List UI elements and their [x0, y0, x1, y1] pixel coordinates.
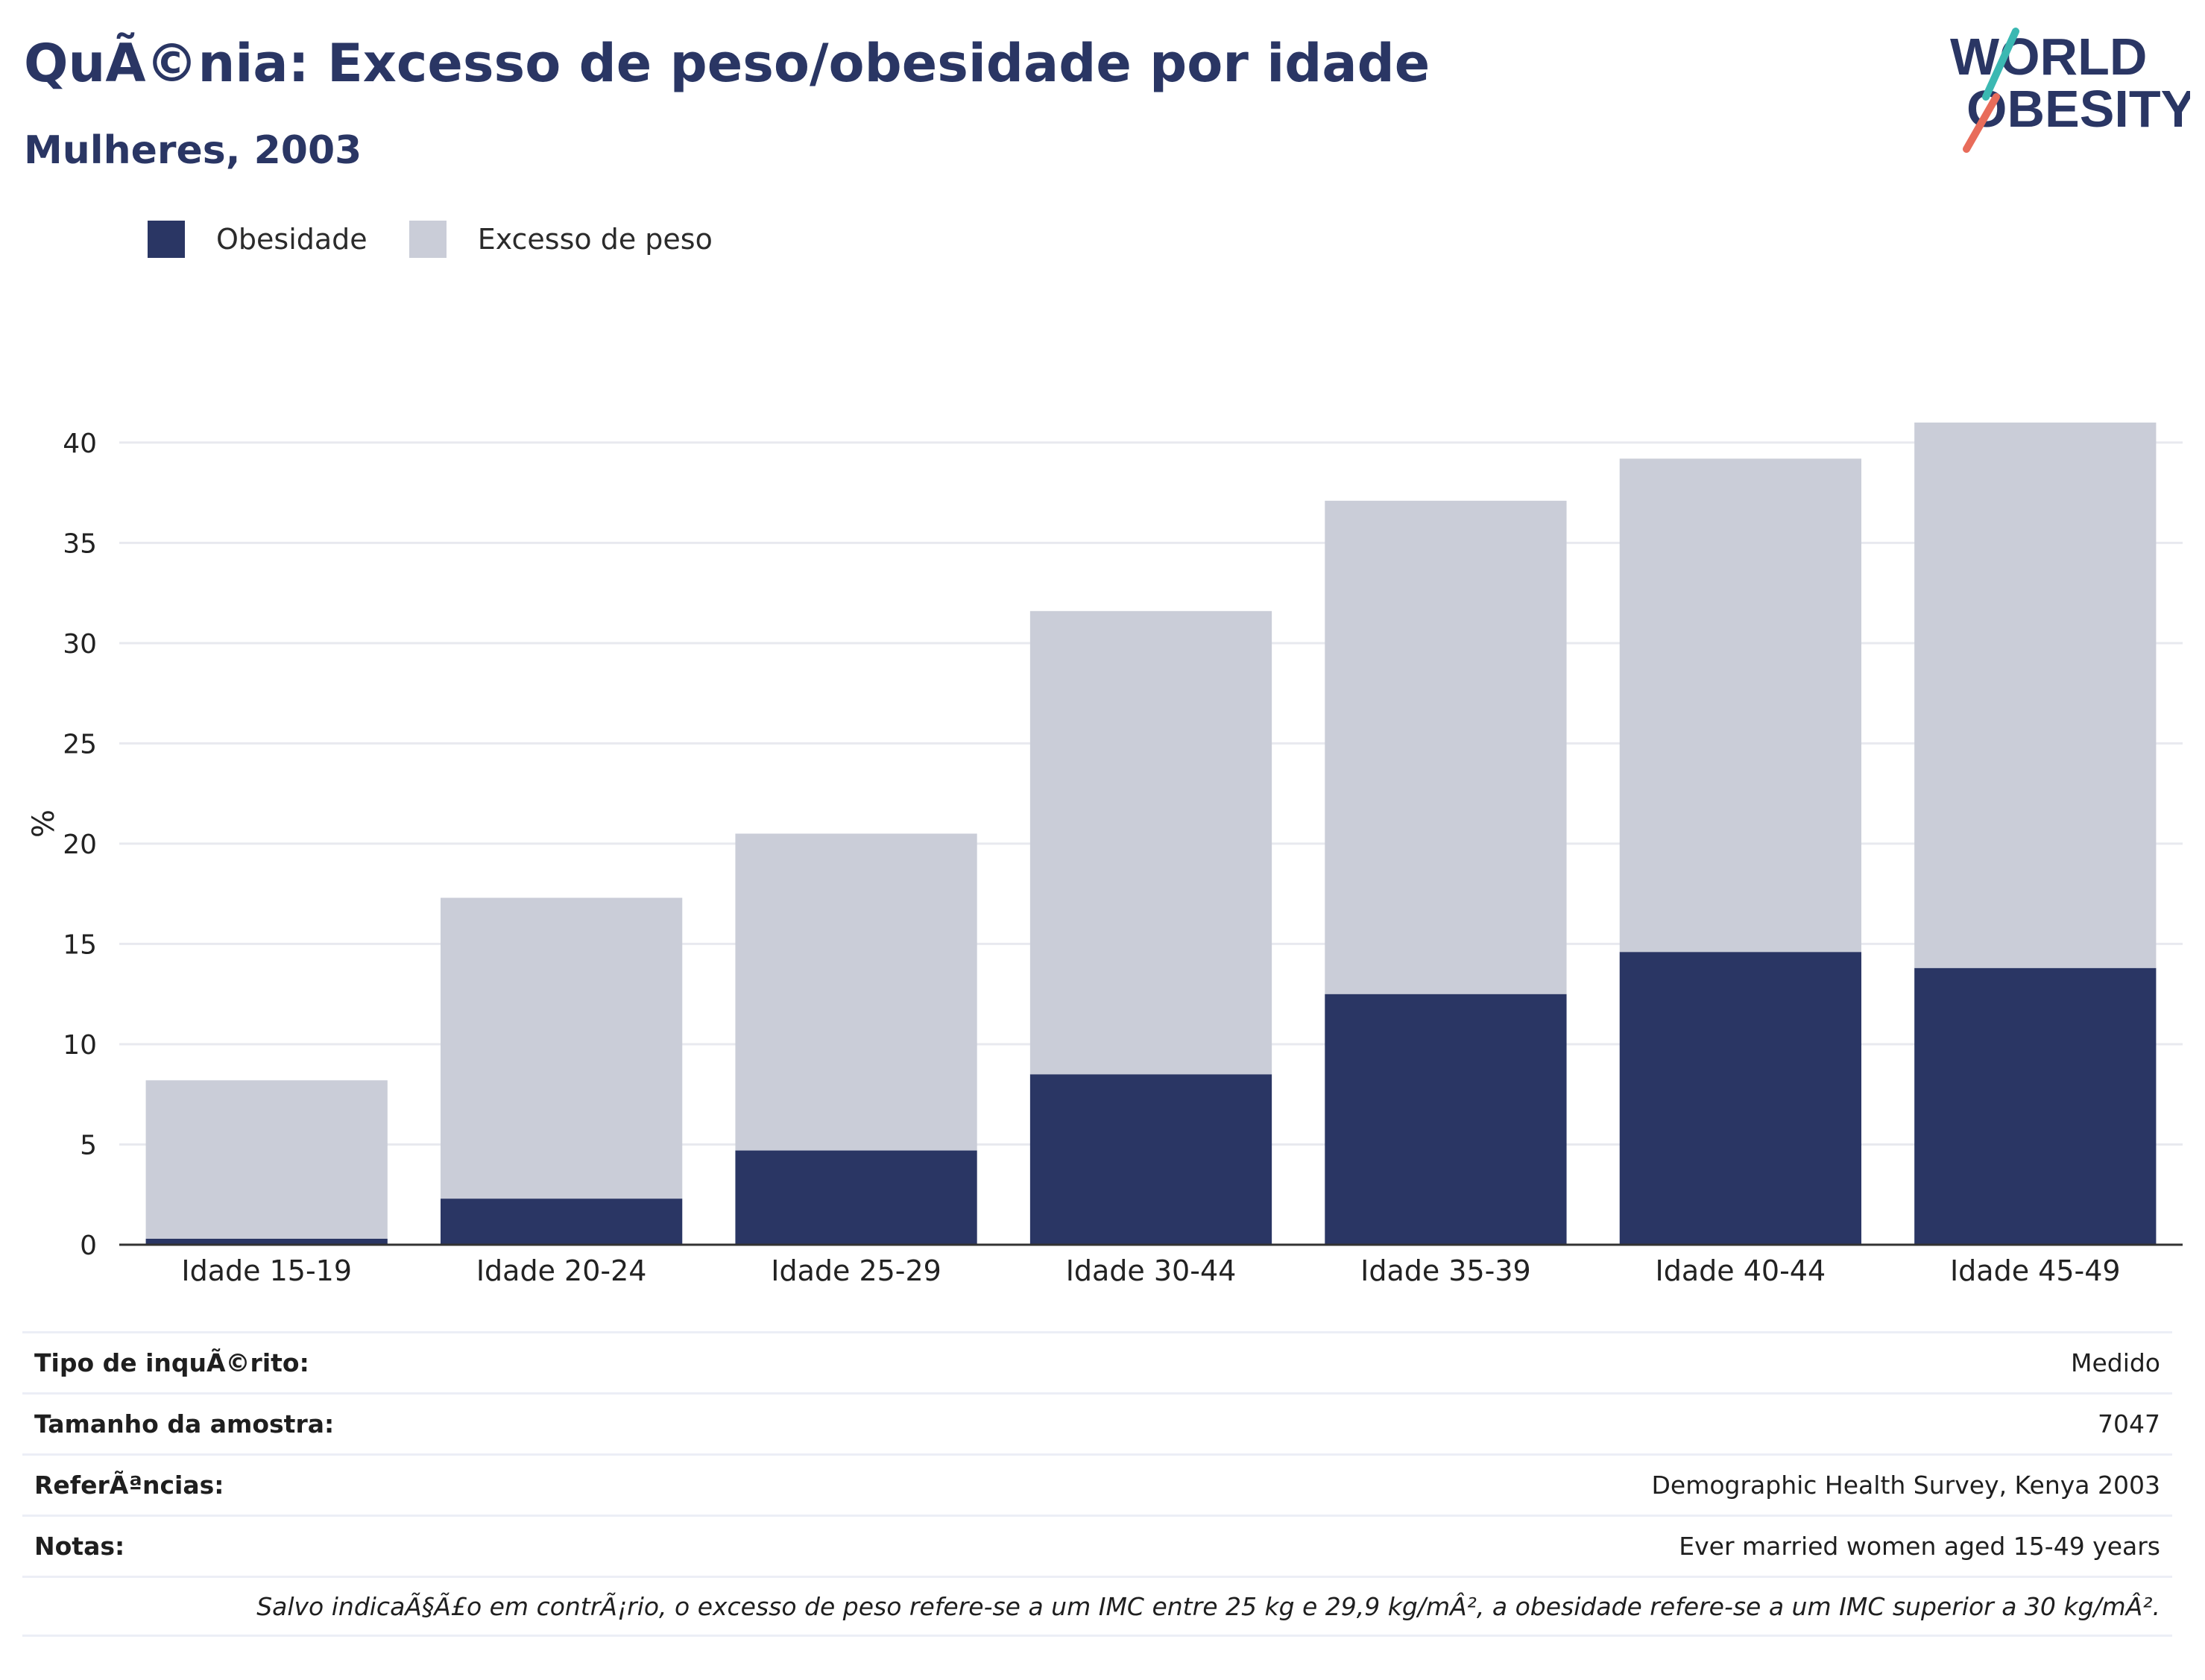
y-tick-label: 5 [80, 1130, 97, 1160]
info-value: Ever married women aged 15-49 years [1679, 1532, 2160, 1561]
y-tick-label: 10 [63, 1030, 97, 1061]
bar-obesity [1619, 952, 1861, 1245]
bar-obesity [441, 1199, 683, 1245]
bar-overweight [145, 1080, 388, 1239]
bar-overweight [441, 897, 683, 1199]
info-row-references: ReferÃªncias: Demographic Health Survey,… [22, 1453, 2172, 1515]
y-tick-label: 35 [63, 528, 97, 559]
legend-label-overweight: Excesso de peso [477, 223, 713, 256]
legend-swatch-overweight [408, 221, 447, 258]
info-row-footnote: Salvo indicaÃ§Ã£o em contrÃ¡rio, o exces… [22, 1576, 2172, 1637]
info-key: Notas: [34, 1532, 125, 1561]
info-row-survey-type: Tipo de inquÃ©rito: Medido [22, 1331, 2172, 1392]
info-key: Tipo de inquÃ©rito: [34, 1348, 309, 1377]
x-tick-label: Idade 30-44 [1066, 1254, 1237, 1287]
x-tick-label: Idade 35-39 [1360, 1254, 1531, 1287]
info-key: Tamanho da amostra: [34, 1409, 335, 1439]
chart-title: QuÃ©nia: Excesso de peso/obesidade por i… [24, 33, 1430, 94]
bar-obesity [1914, 967, 2157, 1245]
x-tick-label: Idade 40-44 [1656, 1254, 1826, 1287]
chart-legend: Obesidade Excesso de peso [148, 221, 754, 258]
info-value: 7047 [2098, 1409, 2160, 1439]
x-tick-label: Idade 15-19 [181, 1254, 352, 1287]
y-axis-label: % [27, 809, 61, 838]
info-key: ReferÃªncias: [34, 1471, 224, 1500]
bar-overweight [1029, 610, 1272, 1075]
x-tick-label: Idade 45-49 [1950, 1254, 2121, 1287]
bar-obesity [1029, 1074, 1272, 1245]
footnote: Salvo indicaÃ§Ã£o em contrÃ¡rio, o exces… [256, 1591, 2160, 1621]
info-value: Demographic Health Survey, Kenya 2003 [1651, 1471, 2160, 1500]
legend-label-obesity: Obesidade [216, 223, 368, 256]
bar-overweight [1325, 500, 1567, 994]
bar-chart: 0 5 10 15 20 25 30 35 40% Idade 15-19 Idade 20-24 I… [27, 422, 2183, 1287]
info-value: Medido [2070, 1348, 2160, 1377]
survey-info-table: Tipo de inquÃ©rito: Medido Tamanho da am… [22, 1331, 2172, 1637]
logo-line-2: OBESITY [1966, 80, 2190, 138]
logo-line-1: WORLD [1950, 28, 2147, 86]
bar-obesity [1325, 994, 1567, 1245]
x-tick-label: Idade 20-24 [476, 1254, 647, 1287]
legend-swatch-obesity [148, 221, 185, 258]
bar-overweight [1914, 422, 2157, 968]
x-tick-label: Idade 25-29 [771, 1254, 941, 1287]
bar-overweight [1619, 458, 1861, 953]
bar-obesity [145, 1238, 388, 1245]
info-row-sample-size: Tamanho da amostra: 7047 [22, 1392, 2172, 1453]
world-obesity-logo: WORLD OBESITY [1950, 28, 2190, 153]
y-tick-label: 0 [80, 1231, 97, 1261]
y-tick-label: 20 [63, 830, 97, 860]
info-row-notes: Notas: Ever married women aged 15-49 yea… [22, 1515, 2172, 1576]
bar-obesity [735, 1150, 977, 1245]
y-tick-label: 30 [63, 629, 97, 660]
bar-overweight [735, 833, 977, 1151]
y-tick-label: 40 [63, 429, 97, 459]
y-tick-label: 25 [63, 729, 97, 760]
chart-subtitle: Mulheres, 2003 [24, 128, 362, 173]
y-tick-label: 15 [63, 929, 97, 960]
